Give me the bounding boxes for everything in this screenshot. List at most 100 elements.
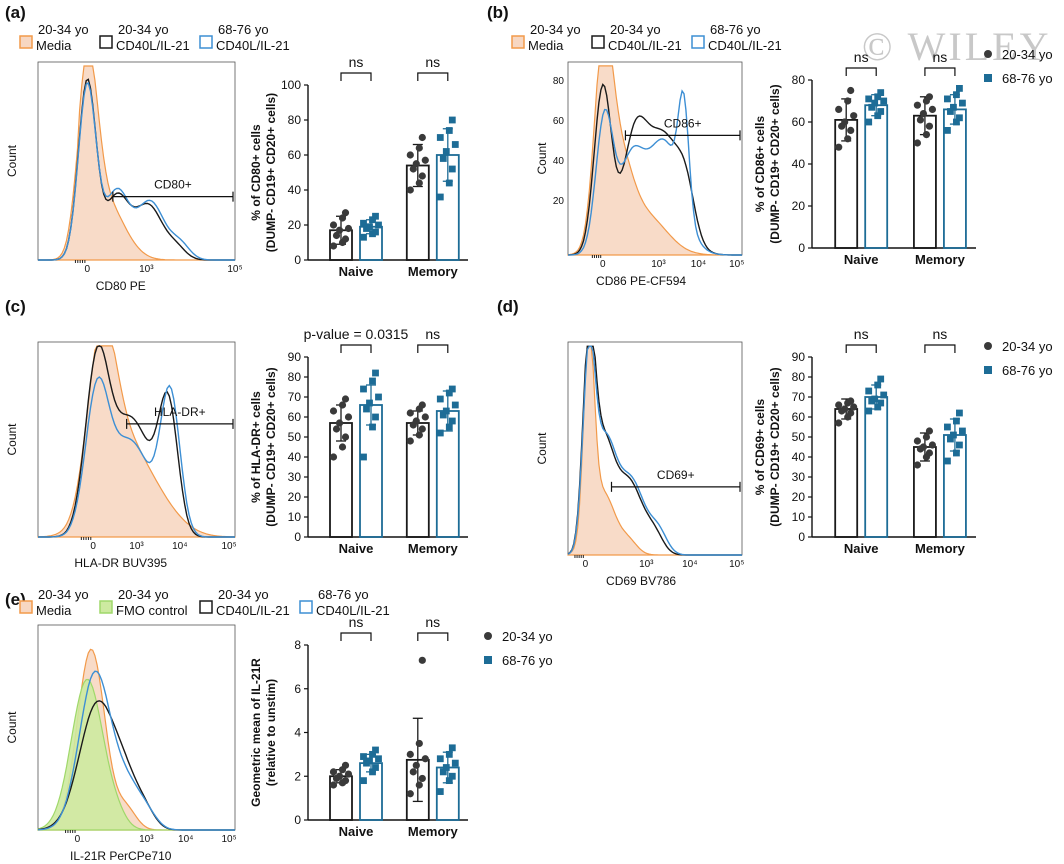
histogram-x-tick-label: 10⁵ xyxy=(729,559,744,570)
comparison-label: ns xyxy=(933,49,948,65)
data-point-old xyxy=(439,411,447,419)
data-point-old xyxy=(436,429,444,437)
data-point-young xyxy=(341,777,350,785)
data-point-old xyxy=(360,777,367,785)
wiley-watermark: © WILEY xyxy=(862,24,1052,69)
legend-label: 20-34 yo xyxy=(1002,339,1053,354)
data-point-young xyxy=(928,105,937,113)
y-tick-label: 70 xyxy=(288,390,302,404)
histogram-curve-media xyxy=(38,65,235,261)
legend-marker-young xyxy=(484,632,492,640)
comparison-label: ns xyxy=(854,49,869,65)
data-point-old xyxy=(436,788,444,795)
legend-line2: CD40L/IL-21 xyxy=(216,603,290,618)
y-tick-label: 40 xyxy=(288,183,302,197)
data-point-old xyxy=(445,389,453,397)
data-point-young xyxy=(841,118,849,126)
data-point-old xyxy=(372,746,379,754)
legend-swatch xyxy=(19,600,33,614)
y-tick-label: 20 xyxy=(288,218,302,232)
category-label: Naive xyxy=(339,264,374,279)
bar-y-label: % of CD86+ cells xyxy=(753,115,767,212)
bar-y-label: (DUMP- CD19+ CD20+ cells) xyxy=(264,93,278,252)
data-point-young xyxy=(418,656,426,664)
bracket-line xyxy=(845,67,877,76)
data-point-young xyxy=(329,242,338,250)
data-point-young xyxy=(341,235,350,243)
data-point-old xyxy=(369,377,376,385)
bar-y-label: (relative to unstim) xyxy=(264,679,278,786)
histogram-curve-old xyxy=(38,81,235,261)
legend-label: 68-76 yo xyxy=(1002,363,1053,378)
bracket-line xyxy=(924,344,956,353)
histogram-x-tick-label: 10³ xyxy=(139,264,154,275)
legend-line1: 68-76 yo xyxy=(218,22,269,37)
legend-line2: Media xyxy=(36,603,72,618)
data-point-young xyxy=(332,425,341,433)
data-point-old xyxy=(956,114,963,122)
data-point-young xyxy=(835,105,843,113)
data-point-young xyxy=(406,790,414,798)
data-point-young xyxy=(847,126,855,134)
data-point-young xyxy=(341,433,350,441)
data-point-old xyxy=(436,134,444,141)
y-tick-label: 0 xyxy=(294,813,301,827)
data-point-old xyxy=(366,757,373,765)
data-point-old xyxy=(451,401,459,409)
legend-marker-old xyxy=(984,366,992,374)
data-point-old xyxy=(865,407,873,415)
histogram-curve-old xyxy=(567,345,742,556)
data-point-old xyxy=(369,768,376,776)
category-label: Naive xyxy=(844,541,879,556)
data-point-old xyxy=(360,453,367,461)
data-point-old xyxy=(439,155,447,162)
data-point-young xyxy=(835,143,843,151)
comparison-label: ns xyxy=(854,326,869,342)
data-point-old xyxy=(360,233,367,241)
histogram-curve-old xyxy=(37,670,235,831)
data-point-old xyxy=(956,441,963,449)
comparison-bracket: ns xyxy=(417,54,449,81)
data-point-old xyxy=(448,744,456,752)
data-point-young xyxy=(844,97,852,105)
y-tick-label: 10 xyxy=(792,510,806,524)
histogram-x-label: CD86 PE-CF594 xyxy=(596,274,686,288)
data-point-old xyxy=(372,212,379,220)
y-tick-label: 6 xyxy=(294,682,301,696)
bar-y-label: (DUMP- CD19+ CD20+ cells) xyxy=(768,84,782,243)
bar-y-label: (DUMP- CD19+ CD20+ cells) xyxy=(264,367,278,526)
comparison-bracket: ns xyxy=(340,54,372,81)
data-point-old xyxy=(877,108,885,115)
bracket-line xyxy=(417,632,449,641)
legend-swatch xyxy=(99,600,113,614)
histogram-x-tick-label: 0 xyxy=(600,259,606,270)
legend-swatch xyxy=(19,35,33,49)
data-point-old xyxy=(375,221,382,229)
data-point-young xyxy=(341,761,350,769)
bar-panel-d: 0 10 20 30 40 50 60 70 80 90 % of CD69+ cells (DUMP… xyxy=(753,326,1053,556)
histogram-x-tick-label: 10⁵ xyxy=(221,834,236,845)
histogram-curve-old xyxy=(38,376,235,538)
data-point-old xyxy=(442,764,450,771)
data-point-old xyxy=(956,85,963,92)
data-point-old xyxy=(445,423,453,431)
data-point-young xyxy=(335,419,344,427)
bracket-line xyxy=(417,344,449,353)
comparison-bracket: ns xyxy=(417,326,449,353)
legend-line1: 20-34 yo xyxy=(118,587,169,602)
bracket-line xyxy=(340,632,372,641)
data-point-young xyxy=(338,443,347,451)
category-label: Memory xyxy=(408,264,459,279)
category-label: Naive xyxy=(339,824,374,839)
bracket-line xyxy=(340,344,372,353)
y-tick-label: 20 xyxy=(288,490,302,504)
category-label: Memory xyxy=(915,541,966,556)
data-point-young xyxy=(329,768,338,776)
data-point-young xyxy=(409,165,417,173)
